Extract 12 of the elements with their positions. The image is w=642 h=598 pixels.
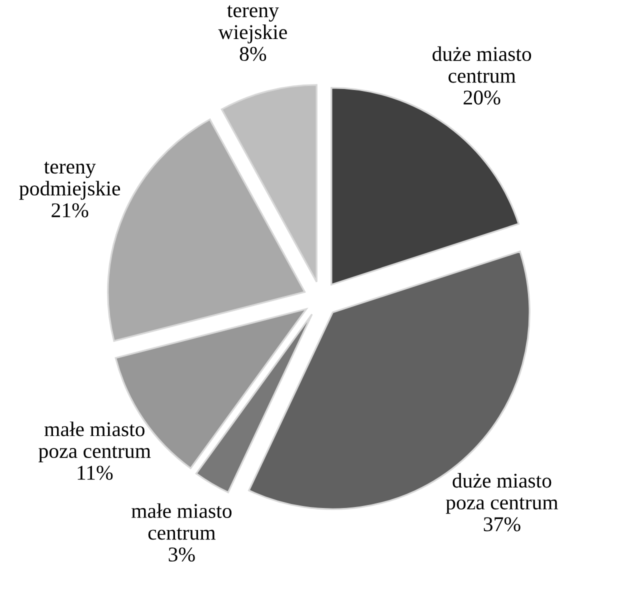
data-label: 37% bbox=[484, 517, 520, 532]
slice-label: tereny podmiejskie bbox=[19, 162, 120, 200]
slice-label: duże miasto centrum bbox=[432, 46, 532, 83]
data-label: 20% bbox=[464, 90, 500, 105]
slice-label: małe miasto poza centrum bbox=[38, 422, 151, 462]
slice-label: małe miasto centrum bbox=[132, 503, 232, 540]
data-label: 3% bbox=[168, 547, 195, 562]
slice-label: tereny wiejskie bbox=[218, 5, 287, 44]
data-label: 8% bbox=[240, 46, 266, 61]
slice-label: duże miasto poza centrum bbox=[446, 473, 558, 514]
data-label: 21% bbox=[52, 203, 88, 218]
data-label: 11% bbox=[78, 466, 113, 480]
